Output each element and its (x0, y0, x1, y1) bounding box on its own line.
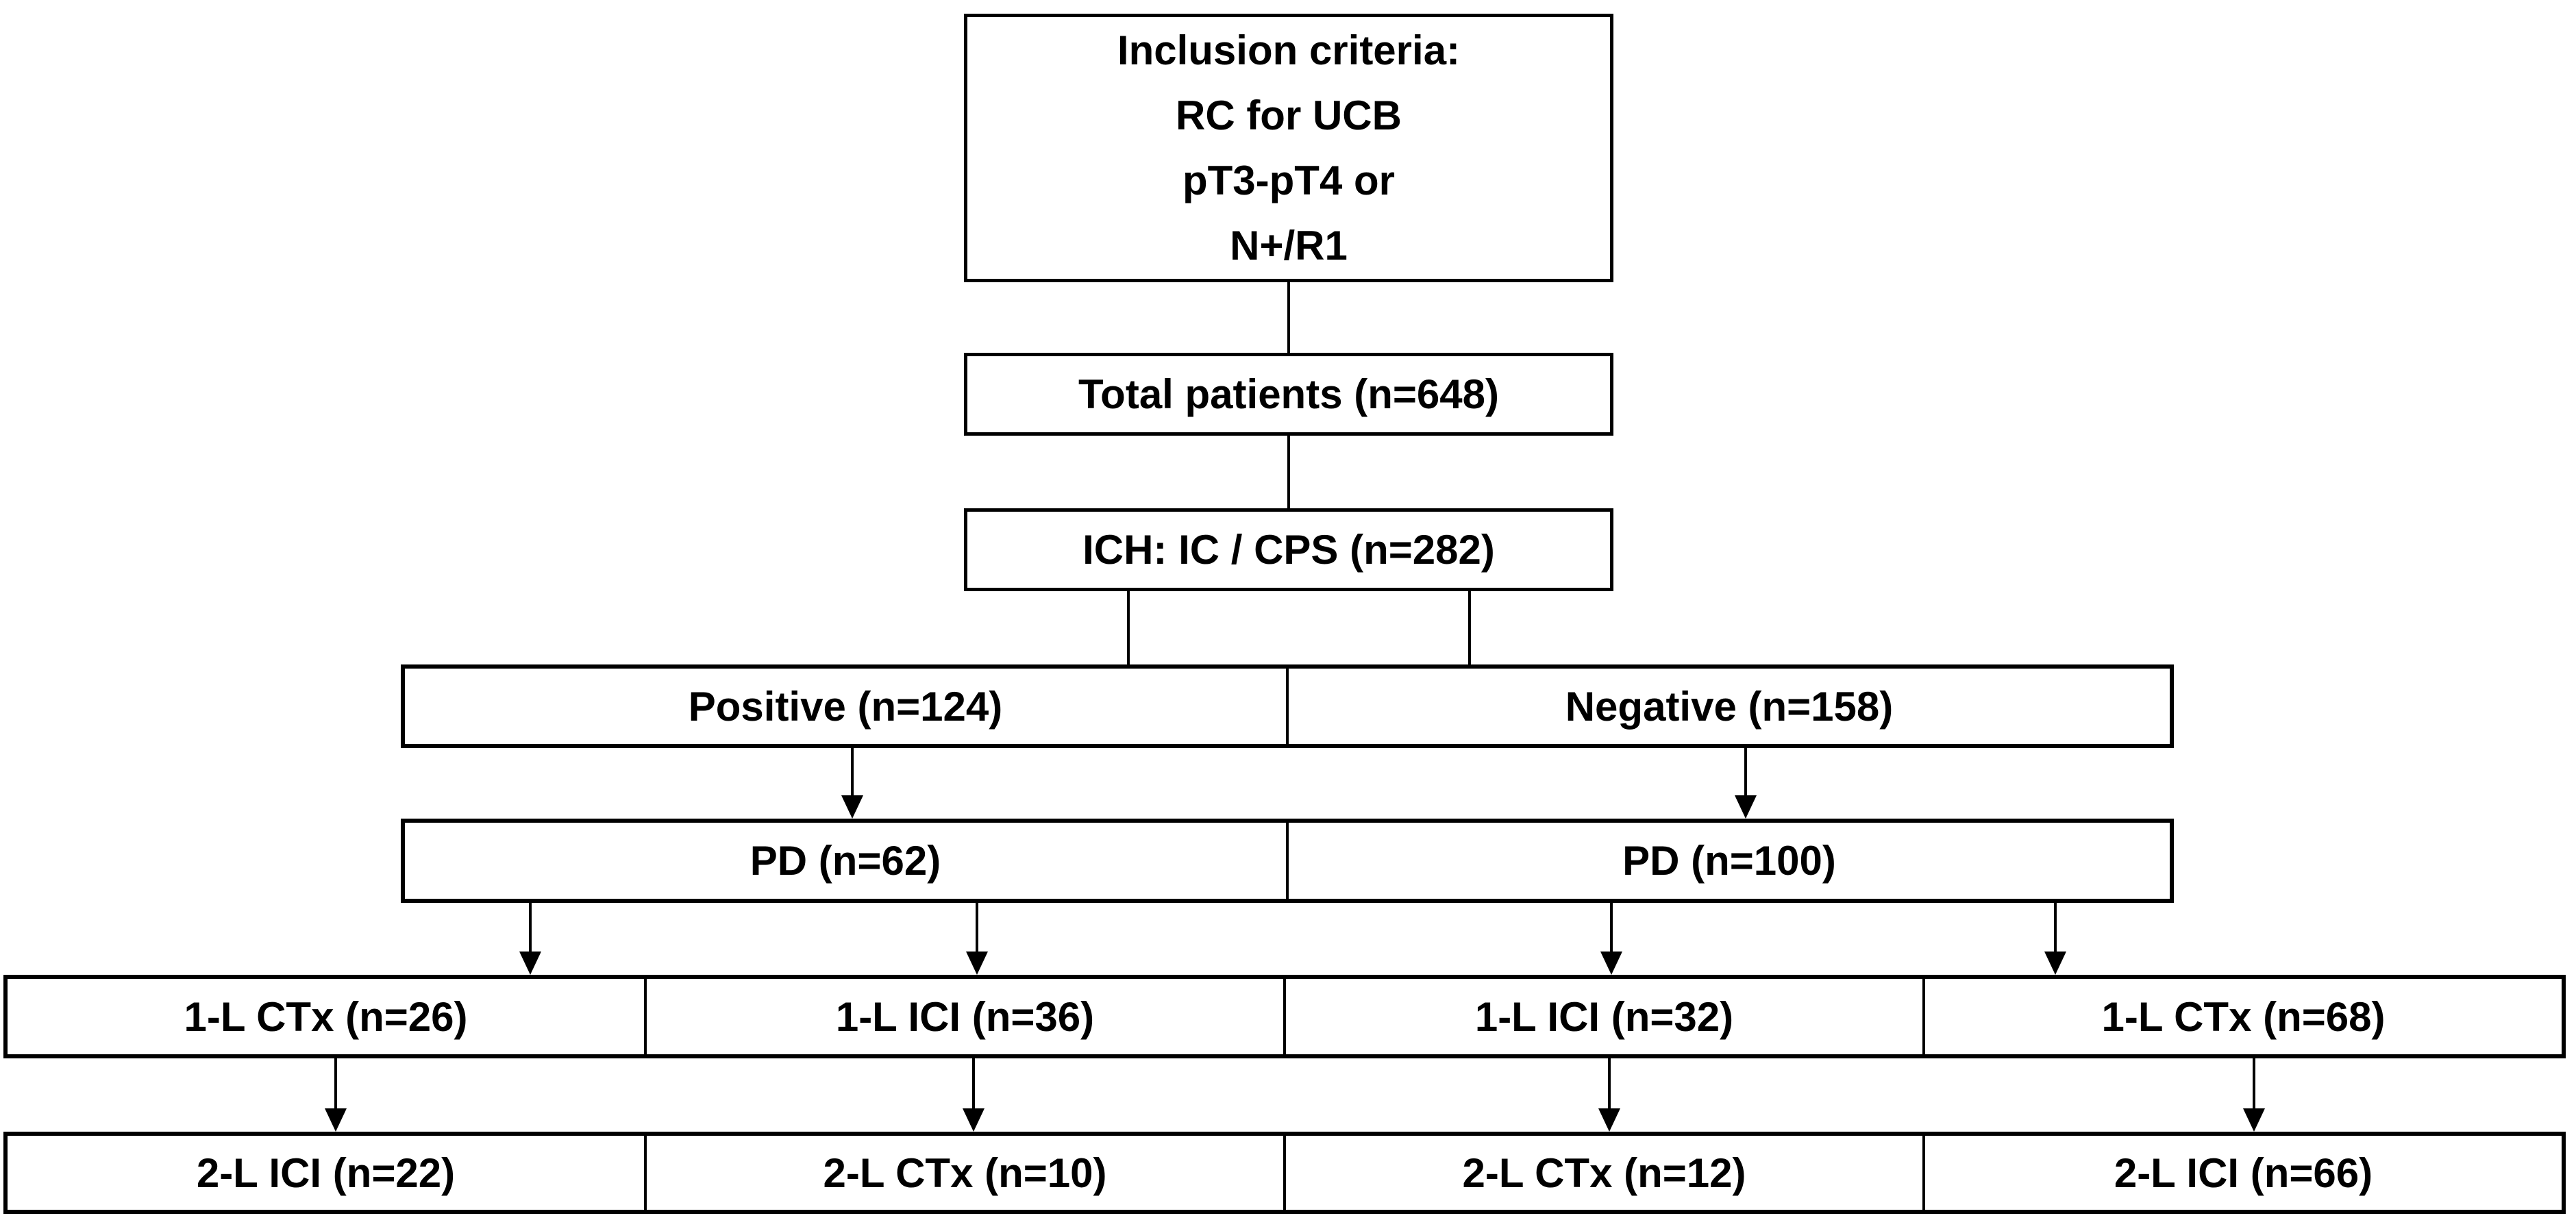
arrow-shaft (972, 1058, 975, 1111)
inclusion-line-4: N+/R1 (1230, 223, 1348, 269)
arrow-pd-to-1l-3 (1600, 903, 1622, 975)
node-pd-positive: PD (n=62) (405, 823, 1286, 899)
node-total-patients: Total patients (n=648) (964, 353, 1613, 436)
2l-label-2: 2-L CTx (n=10) (823, 1149, 1107, 1196)
arrowhead-down-icon (1598, 1108, 1620, 1132)
arrow-shaft (1608, 1058, 1611, 1111)
1l-label-1: 1-L CTx (n=26) (184, 993, 468, 1040)
row-first-line: 1-L CTx (n=26) 1-L ICI (n=36) 1-L ICI (n… (3, 975, 2566, 1058)
arrow-1l-to-2l-4 (2243, 1058, 2265, 1132)
arrow-shaft (1744, 748, 1747, 798)
connector-total-to-ich (1287, 436, 1290, 508)
node-2l-ici-pos: 2-L ICI (n=22) (8, 1136, 644, 1210)
arrow-shaft (851, 748, 854, 798)
inclusion-line-3: pT3-pT4 or (1182, 158, 1395, 203)
node-pd-negative: PD (n=100) (1286, 823, 2170, 899)
connector-ich-to-positive (1127, 591, 1130, 664)
inclusion-line-1: Inclusion criteria: (1117, 27, 1461, 73)
1l-label-2: 1-L ICI (n=36) (835, 993, 1095, 1040)
arrowhead-down-icon (1735, 795, 1757, 819)
ich-label: ICH: IC / CPS (n=282) (1082, 527, 1495, 573)
1l-label-3: 1-L ICI (n=32) (1474, 993, 1734, 1040)
node-negative: Negative (n=158) (1286, 669, 2170, 744)
2l-label-1: 2-L ICI (n=22) (196, 1149, 456, 1196)
arrowhead-down-icon (2243, 1108, 2265, 1132)
arrow-shaft (2054, 903, 2057, 954)
negative-label: Negative (n=158) (1565, 683, 1894, 730)
node-positive: Positive (n=124) (405, 669, 1286, 744)
arrowhead-down-icon (1600, 952, 1622, 975)
arrow-1l-to-2l-3 (1598, 1058, 1620, 1132)
2l-label-4: 2-L ICI (n=66) (2114, 1149, 2373, 1196)
arrow-shaft (2253, 1058, 2255, 1111)
arrow-shaft (334, 1058, 337, 1111)
arrowhead-down-icon (963, 1108, 984, 1132)
arrow-positive-to-pd (841, 748, 863, 819)
row-pd: PD (n=62) PD (n=100) (401, 819, 2174, 903)
arrow-shaft (976, 903, 978, 954)
node-1l-ctx-pos: 1-L CTx (n=26) (8, 979, 644, 1054)
arrowhead-down-icon (966, 952, 988, 975)
arrow-1l-to-2l-1 (325, 1058, 347, 1132)
arrow-1l-to-2l-2 (963, 1058, 984, 1132)
connector-inclusion-to-total (1287, 282, 1290, 353)
1l-label-4: 1-L CTx (n=68) (2101, 993, 2386, 1040)
pd-positive-label: PD (n=62) (750, 838, 941, 884)
connector-ich-to-negative (1468, 591, 1471, 664)
row-ich-split: Positive (n=124) Negative (n=158) (401, 664, 2174, 748)
positive-label: Positive (n=124) (688, 683, 1003, 730)
node-2l-ici-neg: 2-L ICI (n=66) (1922, 1136, 2562, 1210)
arrowhead-down-icon (841, 795, 863, 819)
arrow-pd-to-1l-2 (966, 903, 988, 975)
node-2l-ctx-neg: 2-L CTx (n=12) (1283, 1136, 1922, 1210)
arrow-shaft (529, 903, 532, 954)
inclusion-line-2: RC for UCB (1176, 92, 1402, 138)
arrow-pd-to-1l-1 (519, 903, 541, 975)
node-1l-ici-pos: 1-L ICI (n=36) (644, 979, 1283, 1054)
node-2l-ctx-pos: 2-L CTx (n=10) (644, 1136, 1283, 1210)
arrowhead-down-icon (2044, 952, 2066, 975)
node-inclusion-criteria: Inclusion criteria: RC for UCB pT3-pT4 o… (964, 14, 1613, 282)
arrowhead-down-icon (519, 952, 541, 975)
row-second-line: 2-L ICI (n=22) 2-L CTx (n=10) 2-L CTx (n… (3, 1132, 2566, 1214)
total-patients-label: Total patients (n=648) (1078, 371, 1499, 417)
2l-label-3: 2-L CTx (n=12) (1462, 1149, 1746, 1196)
arrow-shaft (1610, 903, 1613, 954)
arrow-negative-to-pd (1735, 748, 1757, 819)
pd-negative-label: PD (n=100) (1622, 838, 1836, 884)
arrowhead-down-icon (325, 1108, 347, 1132)
node-ich-ic-cps: ICH: IC / CPS (n=282) (964, 508, 1613, 591)
arrow-pd-to-1l-4 (2044, 903, 2066, 975)
node-1l-ici-neg: 1-L ICI (n=32) (1283, 979, 1922, 1054)
node-1l-ctx-neg: 1-L CTx (n=68) (1922, 979, 2562, 1054)
